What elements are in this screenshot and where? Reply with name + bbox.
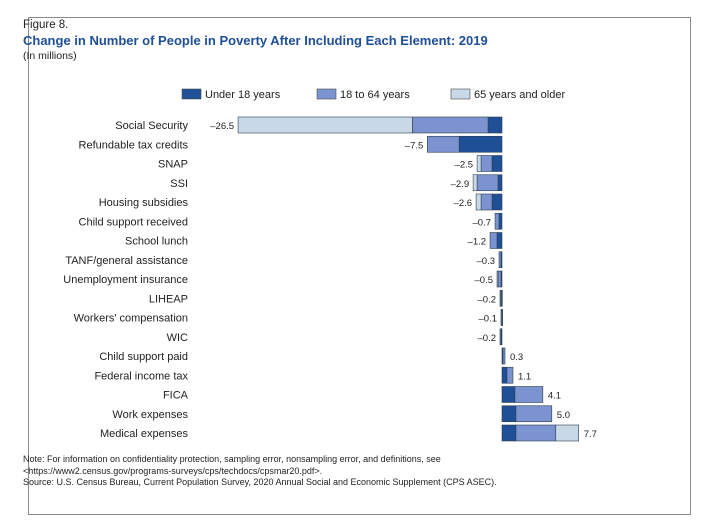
bar-segment-child-support-received-under-18-years xyxy=(498,212,503,230)
bar-segment-snap-under-18-years xyxy=(491,155,503,172)
bar-segment-child-support-paid-18-to-64-years xyxy=(502,347,506,365)
data-label-tanf-general-assistance: –0.3 xyxy=(477,256,496,267)
chart-title: Change in Number of People in Poverty Af… xyxy=(23,33,488,48)
bar-segment-unemployment-insurance-18-to-64-years xyxy=(497,270,502,288)
category-label-federal-income-tax: Federal income tax xyxy=(94,370,188,382)
data-label-unemployment-insurance: –0.5 xyxy=(475,275,494,286)
chart-subtitle: (In millions) xyxy=(23,50,77,62)
bar-segment-social-security-65-years-and-older xyxy=(237,116,413,134)
bar-segment-medical-expenses-18-to-64-years xyxy=(515,424,557,442)
data-label-housing-subsidies: –2.6 xyxy=(454,198,473,209)
bar-segment-tanf-general-assistance-18-to-64-years xyxy=(498,251,502,269)
category-label-child-support-paid: Child support paid xyxy=(99,351,188,363)
bar-segment-wic-18-to-64-years xyxy=(499,328,502,346)
category-label-child-support-received: Child support received xyxy=(79,216,188,228)
bar-segment-social-security-18-to-64-years xyxy=(412,116,489,134)
legend-label-18-to-64-years: 18 to 64 years xyxy=(340,89,410,101)
bar-segment-ssi-under-18-years xyxy=(497,174,503,192)
category-label-tanf-general-assistance: TANF/general assistance xyxy=(65,255,188,267)
category-label-ssi: SSI xyxy=(170,178,188,190)
category-label-school-lunch: School lunch xyxy=(125,236,188,248)
category-label-snap: SNAP xyxy=(158,159,188,171)
bar-segment-work-expenses-under-18-years xyxy=(501,405,517,423)
bar-segment-refundable-tax-credits-18-to-64-years xyxy=(426,135,460,153)
data-label-child-support-received: –0.7 xyxy=(473,217,492,228)
category-label-unemployment-insurance: Unemployment insurance xyxy=(63,274,188,286)
data-label-social-security: –26.5 xyxy=(210,121,234,132)
category-label-social-security: Social Security xyxy=(115,120,188,132)
bar-segment-housing-subsidies-65-years-and-older xyxy=(475,193,482,211)
data-label-child-support-paid: 0.3 xyxy=(510,352,523,363)
data-label-fica: 4.1 xyxy=(548,391,561,402)
bar-segment-school-lunch-18-to-64-years xyxy=(489,232,498,249)
legend-swatch-under-18-years xyxy=(181,88,202,100)
figure-label: Figure 8. xyxy=(23,19,69,31)
data-label-refundable-tax-credits: –7.5 xyxy=(405,140,424,151)
data-label-wic: –0.2 xyxy=(478,333,497,344)
bar-segment-social-security-under-18-years xyxy=(487,116,503,134)
bar-segment-medical-expenses-65-years-and-older xyxy=(555,424,579,442)
notes-block: Note: For information on confidentiality… xyxy=(23,454,643,489)
bar-segment-refundable-tax-credits-under-18-years xyxy=(458,135,503,153)
category-label-wic: WIC xyxy=(167,332,188,344)
legend-label-65-years-and-older: 65 years and older xyxy=(474,89,565,101)
category-label-workers-compensation: Workers' compensation xyxy=(74,313,188,325)
bar-segment-housing-subsidies-18-to-64-years xyxy=(480,193,493,211)
bar-segment-ssi-65-years-and-older xyxy=(472,174,478,192)
note-line-1: Note: For information on confidentiality… xyxy=(23,454,441,464)
data-label-snap: –2.5 xyxy=(455,160,474,171)
bar-segment-fica-18-to-64-years xyxy=(514,386,544,403)
category-label-medical-expenses: Medical expenses xyxy=(100,428,189,440)
data-label-school-lunch: –1.2 xyxy=(468,237,487,248)
category-label-housing-subsidies: Housing subsidies xyxy=(99,197,189,209)
legend-label-under-18-years: Under 18 years xyxy=(205,89,281,101)
bar-segment-child-support-received-18-to-64-years xyxy=(494,212,500,230)
category-label-work-expenses: Work expenses xyxy=(112,409,188,421)
figure-frame xyxy=(28,17,691,515)
bar-segment-liheap-65-years-and-older xyxy=(499,289,502,307)
source-line: Source: U.S. Census Bureau, Current Popu… xyxy=(23,477,497,487)
data-label-federal-income-tax: 1.1 xyxy=(518,371,531,382)
data-label-medical-expenses: 7.7 xyxy=(584,429,597,440)
legend-swatch-18-to-64-years xyxy=(316,88,337,100)
data-label-workers-compensation: –0.1 xyxy=(479,314,498,325)
bar-segment-workers-compensation-65-years-and-older xyxy=(500,309,503,326)
data-label-liheap: –0.2 xyxy=(478,294,497,305)
bar-segment-ssi-18-to-64-years xyxy=(476,174,499,192)
note-line-2: <https://www2.census.gov/programs-survey… xyxy=(23,465,323,476)
bar-segment-snap-65-years-and-older xyxy=(476,155,482,172)
bar-segment-snap-18-to-64-years xyxy=(480,155,493,172)
bar-segment-federal-income-tax-18-to-64-years xyxy=(506,366,514,384)
data-label-ssi: –2.9 xyxy=(451,179,470,190)
bar-segment-school-lunch-under-18-years xyxy=(496,232,503,249)
bar-segment-work-expenses-18-to-64-years xyxy=(515,405,553,423)
data-label-work-expenses: 5.0 xyxy=(557,410,570,421)
bar-segment-fica-under-18-years xyxy=(501,386,516,403)
bar-segment-housing-subsidies-under-18-years xyxy=(491,193,503,211)
bar-segment-medical-expenses-under-18-years xyxy=(501,424,517,442)
category-label-fica: FICA xyxy=(163,390,189,402)
bar-segment-federal-income-tax-under-18-years xyxy=(501,366,508,384)
bar-segment-unemployment-insurance-65-years-and-older xyxy=(496,270,499,288)
legend-swatch-65-years-and-older xyxy=(450,88,471,100)
category-label-refundable-tax-credits: Refundable tax credits xyxy=(79,139,189,151)
category-label-liheap: LIHEAP xyxy=(149,293,188,305)
